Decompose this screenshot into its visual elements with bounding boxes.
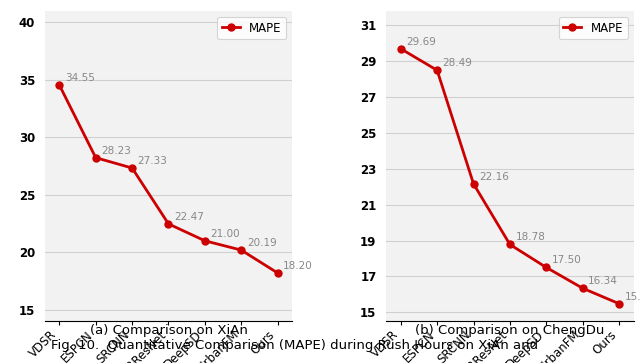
Text: 27.33: 27.33 [138,156,168,166]
Text: 28.23: 28.23 [101,146,131,155]
Text: Fig. 10.  Quantitative Comparison (MAPE) during Rush Hours on XiAn and: Fig. 10. Quantitative Comparison (MAPE) … [51,339,538,352]
Text: 22.16: 22.16 [479,172,509,182]
Text: 17.50: 17.50 [552,255,582,265]
Text: 28.49: 28.49 [443,58,472,68]
Text: 29.69: 29.69 [406,37,436,46]
Legend: MAPE: MAPE [559,17,628,39]
MAPE [56,83,63,87]
Text: 20.19: 20.19 [247,238,276,248]
Text: 18.20: 18.20 [283,261,313,271]
Text: 34.55: 34.55 [65,73,95,83]
MAPE [543,265,550,270]
MAPE [397,46,404,51]
Line: MAPE: MAPE [397,45,623,307]
Legend: MAPE: MAPE [217,17,286,39]
Text: 16.34: 16.34 [588,276,618,286]
Line: MAPE: MAPE [56,82,281,277]
MAPE [237,248,245,252]
MAPE [92,155,100,160]
Text: 22.47: 22.47 [174,212,204,222]
MAPE [579,286,586,290]
Text: 15.48: 15.48 [625,291,640,302]
MAPE [274,271,282,275]
MAPE [470,182,477,186]
Text: (a) Comparison on XiAn: (a) Comparison on XiAn [90,324,248,337]
Text: (b) Comparison on ChengDu: (b) Comparison on ChengDu [415,324,605,337]
MAPE [615,302,623,306]
Text: 21.00: 21.00 [211,229,240,238]
MAPE [164,222,172,226]
MAPE [506,242,514,246]
MAPE [128,166,136,170]
Text: 18.78: 18.78 [515,232,545,242]
MAPE [201,238,209,243]
MAPE [433,68,441,73]
